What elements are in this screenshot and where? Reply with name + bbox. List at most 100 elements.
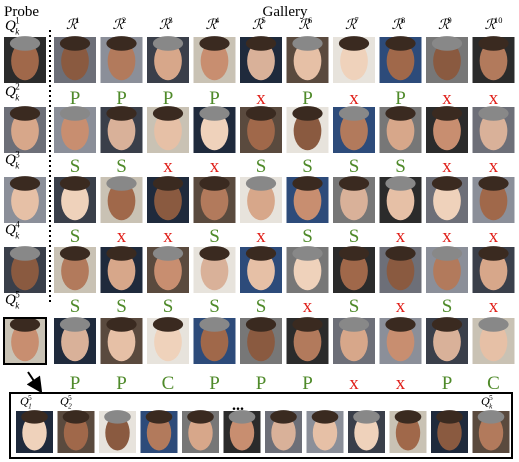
match-mark: P [302, 373, 313, 394]
match-mark: S [349, 296, 360, 317]
photo-hair [246, 176, 276, 191]
photo-hair [478, 176, 508, 191]
query-label-sub: k [15, 93, 20, 103]
match-mark: S [116, 296, 127, 317]
match-mark: x [303, 296, 313, 317]
match-mark: x [163, 226, 173, 247]
match-mark: x [489, 226, 499, 247]
match-mark: S [70, 226, 81, 247]
photo-hair [339, 317, 369, 332]
match-mark: x [442, 156, 452, 177]
photo-hair [436, 410, 463, 423]
column-label-sup: 4 [215, 16, 220, 25]
photo-hair [10, 246, 40, 261]
match-mark: x [442, 226, 452, 247]
photo-hair [153, 317, 183, 332]
photo-hair [153, 106, 183, 121]
photo-hair [106, 106, 136, 121]
match-mark: x [256, 226, 266, 247]
match-mark: x [489, 88, 499, 109]
query-label-sub: k [15, 27, 20, 37]
photo-hair [339, 106, 369, 121]
photo-hair [385, 106, 415, 121]
photo-hair [246, 36, 276, 51]
match-mark: C [162, 373, 175, 394]
photo-hair [60, 106, 90, 121]
sequence-label-sup: 5 [28, 394, 32, 402]
photo-hair [246, 106, 276, 121]
match-mark: P [116, 373, 127, 394]
photo-hair [385, 36, 415, 51]
match-mark: S [302, 226, 313, 247]
photo-hair [21, 410, 48, 423]
match-mark: x [349, 88, 359, 109]
photo-hair [199, 106, 229, 121]
query-label-sup: 2 [15, 82, 20, 92]
photo-hair [246, 246, 276, 261]
match-mark: S [302, 156, 313, 177]
sequence-label-sup: 5 [489, 394, 493, 402]
photo-hair [385, 176, 415, 191]
column-label-sup: 2 [122, 16, 126, 25]
query-label-sub: k [15, 161, 20, 171]
photo-hair [246, 317, 276, 332]
photo-hair [432, 36, 462, 51]
match-mark: S [209, 296, 220, 317]
match-mark: S [70, 156, 81, 177]
match-mark: x [489, 296, 499, 317]
photo-hair [106, 317, 136, 332]
sequence-label-sub: k [489, 403, 493, 411]
query-label-sup: 3 [15, 150, 20, 160]
photo-hair [432, 246, 462, 261]
match-mark: P [209, 373, 220, 394]
sequence-label-sub: 2 [68, 403, 72, 411]
match-mark: P [70, 373, 81, 394]
match-mark: P [442, 373, 453, 394]
photo-hair [270, 410, 297, 423]
photo-hair [432, 317, 462, 332]
ellipsis: ... [232, 397, 244, 414]
match-mark: S [70, 296, 81, 317]
column-label-sup: 3 [169, 16, 173, 25]
query-label-sub: k [15, 231, 20, 241]
photo-hair [353, 410, 380, 423]
match-mark: x [489, 156, 499, 177]
column-label-sup: 7 [355, 16, 359, 25]
photo-hair [292, 106, 322, 121]
photo-hair [432, 106, 462, 121]
photo-hair [10, 317, 40, 332]
photo-hair [60, 246, 90, 261]
query-label-sup: 4 [15, 220, 20, 230]
photo-hair [10, 106, 40, 121]
photo-hair [385, 317, 415, 332]
photo-hair [395, 410, 422, 423]
query-label-sub: k [15, 301, 20, 311]
column-label-sup: 9 [448, 16, 452, 25]
match-mark: x [117, 226, 127, 247]
match-mark: S [349, 156, 360, 177]
photo-hair [60, 36, 90, 51]
photo-hair [60, 317, 90, 332]
photo-hair [153, 176, 183, 191]
photo-hair [199, 317, 229, 332]
photo-hair [106, 176, 136, 191]
figure: Probe Gallery ℛ1ℛ2ℛ3ℛ4ℛ5ℛ6ℛ7ℛ8ℛ9ℛ10Q1kPP… [0, 0, 519, 462]
match-mark: P [163, 88, 174, 109]
match-mark: x [163, 156, 173, 177]
photo-hair [339, 176, 369, 191]
match-mark: S [442, 296, 453, 317]
photo-hair [478, 317, 508, 332]
match-mark: x [396, 296, 406, 317]
photo-hair [10, 176, 40, 191]
match-mark: P [209, 88, 220, 109]
photo-hair [153, 36, 183, 51]
match-mark: S [349, 226, 360, 247]
arrow [28, 372, 40, 390]
photo-hair [478, 246, 508, 261]
match-mark: x [349, 373, 359, 394]
column-label-sup: 1 [76, 16, 80, 25]
match-mark: x [256, 88, 266, 109]
photo-hair [104, 410, 131, 423]
photo-hair [339, 36, 369, 51]
match-mark: S [256, 296, 267, 317]
